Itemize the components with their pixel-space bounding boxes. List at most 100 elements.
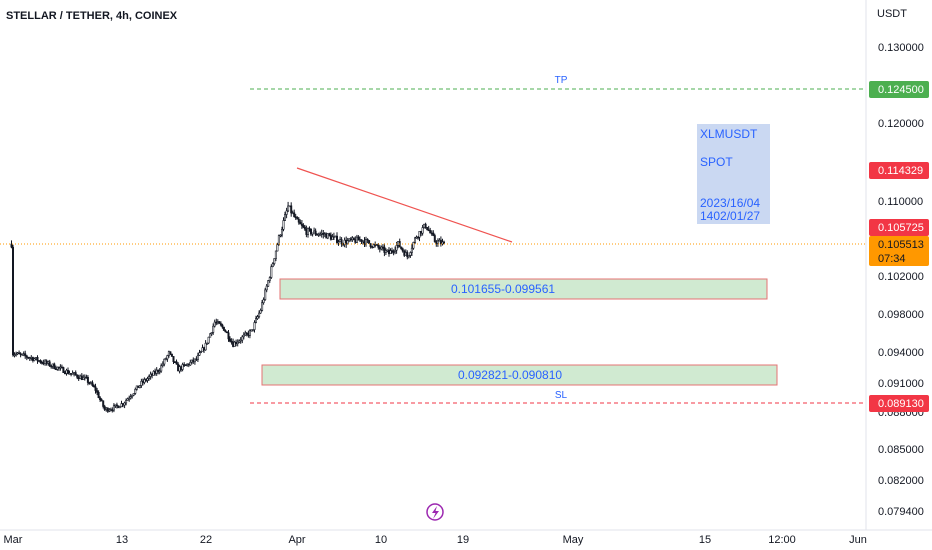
candle-body: [193, 358, 196, 363]
candle-body: [196, 354, 199, 360]
candle-body: [27, 356, 30, 359]
zone-box[interactable]: [279, 278, 768, 300]
candle-body: [273, 258, 276, 264]
sl-label: SL: [555, 390, 568, 401]
candle-body: [54, 368, 57, 371]
candle-body: [233, 341, 236, 347]
candle-body: [262, 299, 265, 304]
candle-body: [25, 355, 28, 358]
candle-body: [134, 388, 137, 394]
candle-body: [335, 235, 338, 243]
currency-label: USDT: [877, 8, 907, 20]
candle-body: [37, 360, 40, 362]
support-zone-upper[interactable]: 0.101655-0.099561: [279, 278, 768, 300]
badge-text: 0.105513: [878, 239, 924, 251]
candle-body: [404, 252, 407, 256]
candle-body: [277, 235, 280, 245]
candle-body: [24, 353, 27, 357]
candle-body: [184, 364, 187, 367]
lightning-icon[interactable]: [426, 503, 444, 521]
candle-body: [413, 237, 416, 243]
candle-body: [86, 376, 89, 383]
candle-body: [45, 360, 48, 364]
candle-body: [345, 239, 348, 245]
candle-body: [299, 221, 302, 225]
candle-body: [351, 237, 354, 241]
red-marker-badge: 0.114329: [869, 162, 929, 179]
candle-body: [320, 233, 323, 235]
candle-body: [177, 363, 180, 372]
candle-body: [88, 382, 91, 384]
candle-body: [239, 339, 242, 342]
zone-label: 0.092821-0.090810: [458, 368, 562, 382]
candle-body: [236, 341, 239, 345]
candle-body: [245, 332, 248, 335]
candle-body: [226, 331, 229, 334]
candle-body: [387, 249, 390, 255]
candle-body: [372, 244, 375, 248]
candle-body: [125, 400, 128, 404]
badge-text: 0.089130: [878, 398, 924, 410]
candle-body: [403, 250, 406, 256]
x-tick: Jun: [849, 534, 867, 546]
candle-body: [328, 233, 331, 236]
badge-bg: [869, 219, 929, 236]
candle-body: [68, 373, 71, 375]
candle-body: [97, 391, 100, 398]
support-zone-lower[interactable]: 0.092821-0.090810: [261, 364, 778, 386]
note-line: 1402/01/27: [700, 209, 760, 223]
candle-body: [424, 223, 427, 228]
candle-body: [22, 353, 25, 356]
candle-body: [212, 325, 215, 333]
candle-body: [175, 361, 178, 365]
candle-body: [322, 233, 325, 235]
candle-body: [108, 409, 111, 412]
candle-body: [57, 366, 60, 369]
note-box[interactable]: XLMUSDT SPOT 2023/16/04 1402/01/27: [697, 124, 770, 224]
candle-body: [253, 322, 256, 330]
candle-body: [50, 365, 53, 368]
candle-body: [56, 366, 59, 370]
candle-body: [238, 340, 241, 343]
candle-body: [319, 233, 322, 236]
candle-body: [161, 363, 164, 367]
candle-body: [154, 371, 157, 374]
candle-body: [114, 404, 117, 407]
badge-bg: [869, 236, 929, 266]
candle-body: [209, 333, 212, 338]
candle-body: [210, 331, 213, 334]
candle-body: [306, 228, 309, 235]
candle-body: [198, 352, 201, 356]
candle-body: [331, 236, 334, 240]
candle-body: [390, 250, 393, 252]
candle-body: [248, 330, 251, 336]
candle-body: [174, 361, 177, 364]
candle-body: [415, 236, 418, 239]
candle-body: [151, 373, 154, 376]
candle-body: [83, 376, 86, 379]
zone-box[interactable]: [261, 364, 778, 386]
candle-body: [267, 280, 270, 287]
candle-body: [15, 353, 18, 356]
candle-body: [89, 382, 92, 385]
x-tick: 10: [375, 534, 387, 546]
badge-text: 0.114329: [878, 165, 923, 177]
candle-body: [218, 321, 221, 324]
candle-body: [308, 228, 311, 230]
candle-body: [19, 353, 22, 356]
countdown-text: 07:34: [878, 253, 906, 265]
descending-trendline[interactable]: [296, 167, 513, 243]
candle-body: [157, 369, 160, 373]
candle-body: [138, 385, 141, 389]
lightning-bolt: [432, 506, 439, 519]
candle-body: [186, 363, 189, 366]
candle-body: [178, 366, 181, 372]
candle-body: [204, 342, 207, 351]
note-background[interactable]: [697, 124, 770, 224]
y-tick: 0.094000: [878, 347, 924, 359]
candle-body: [76, 374, 79, 378]
y-tick: 0.102000: [878, 271, 924, 283]
candle-body: [247, 333, 250, 336]
note-line: SPOT: [700, 155, 733, 169]
